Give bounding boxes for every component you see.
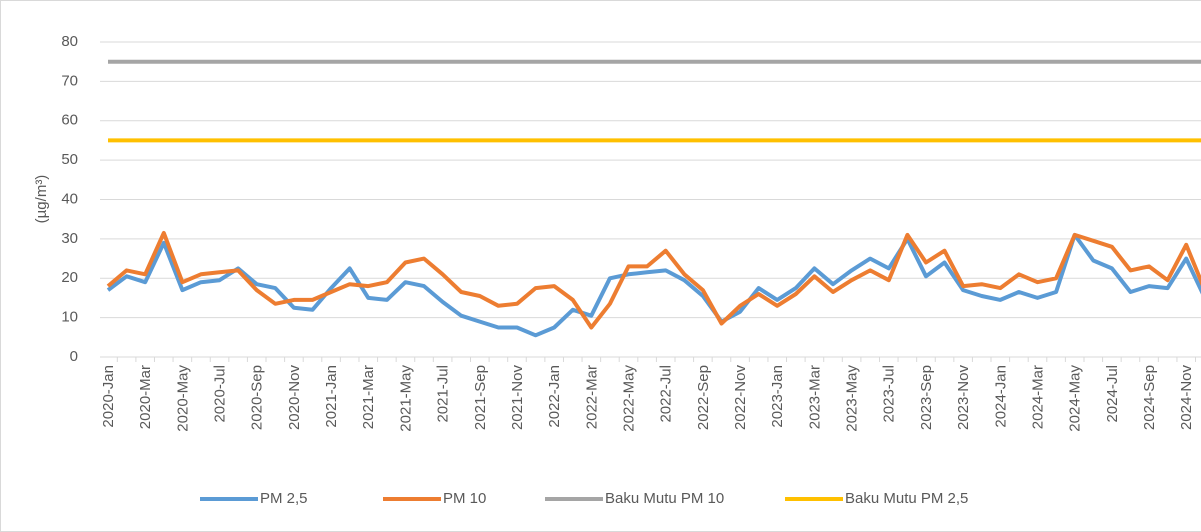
x-tick-label: 2024-May — [1067, 365, 1084, 432]
y-axis-label: (µg/m³) — [33, 175, 50, 224]
x-tick-label: 2024-Nov — [1178, 365, 1195, 431]
x-tick-label: 2021-May — [397, 365, 414, 432]
x-tick-label: 2023-Jan — [769, 365, 786, 428]
x-tick-label: 2023-Nov — [955, 365, 972, 431]
x-tick-label: 2022-Nov — [732, 365, 749, 431]
x-tick-label: 2021-Jan — [323, 365, 340, 428]
x-tick-label: 2020-Jan — [100, 365, 117, 428]
y-tick-label: 10 — [61, 309, 78, 326]
x-tick-label: 2024-Jan — [992, 365, 1009, 428]
y-tick-label: 50 — [61, 151, 78, 168]
x-tick-label: 2023-Sep — [918, 365, 935, 430]
x-tick-label: 2024-Sep — [1141, 365, 1158, 430]
x-tick-label: 2021-Mar — [360, 365, 377, 429]
x-tick-label: 2020-Sep — [249, 365, 266, 430]
x-tick-label: 2021-Nov — [509, 365, 526, 431]
legend-label: Baku Mutu PM 2,5 — [845, 490, 968, 507]
legend-label: PM 2,5 — [260, 490, 308, 507]
x-tick-label: 2022-May — [620, 365, 637, 432]
series-line — [106, 232, 1201, 338]
x-tick-label: 2024-Jul — [1104, 365, 1121, 423]
legend-label: Baku Mutu PM 10 — [605, 490, 724, 507]
x-tick-label: 2020-Mar — [137, 365, 154, 429]
x-tick-label: 2020-Jul — [212, 365, 229, 423]
y-tick-label: 70 — [61, 72, 78, 89]
y-tick-label: 40 — [61, 190, 78, 207]
y-tick-label: 0 — [70, 348, 78, 365]
x-tick-label: 2023-May — [844, 365, 861, 432]
x-tick-label: 2021-Jul — [435, 365, 452, 423]
y-tick-label: 30 — [61, 230, 78, 247]
series-line — [106, 231, 1201, 330]
y-tick-label: 80 — [61, 33, 78, 50]
x-tick-label: 2023-Jul — [881, 365, 898, 423]
x-tick-label: 2020-May — [174, 365, 191, 432]
x-tick-label: 2024-Mar — [1029, 365, 1046, 429]
x-tick-label: 2022-Sep — [695, 365, 712, 430]
x-tick-label: 2023-Mar — [806, 365, 823, 429]
legend-label: PM 10 — [443, 490, 486, 507]
x-tick-label: 2022-Mar — [583, 365, 600, 429]
y-tick-label: 60 — [61, 112, 78, 129]
x-tick-label: 2022-Jan — [546, 365, 563, 428]
x-tick-label: 2022-Jul — [658, 365, 675, 423]
y-tick-label: 20 — [61, 269, 78, 286]
x-tick-label: 2021-Sep — [472, 365, 489, 430]
x-tick-label: 2020-Nov — [286, 365, 303, 431]
